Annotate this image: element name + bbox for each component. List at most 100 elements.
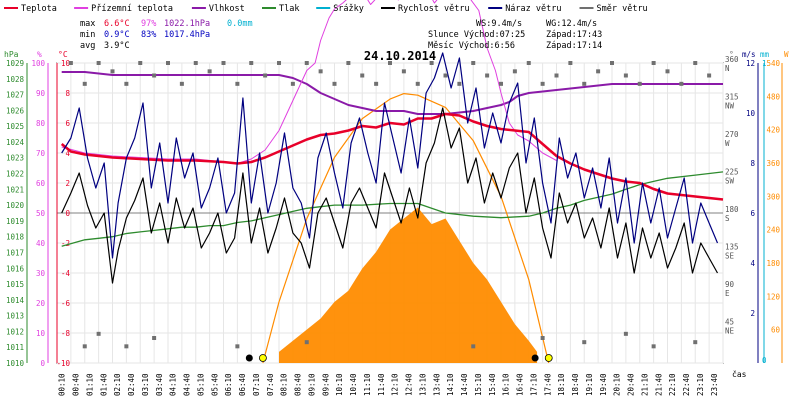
stat-min-press: 1017.4hPa: [164, 30, 210, 40]
hpa-tick-label: 1013: [6, 312, 24, 321]
dir-tick-degrees: 360: [725, 55, 739, 64]
x-tick-label: 01:40: [99, 373, 108, 396]
wind-direction-marker: [82, 344, 87, 349]
w-tick-label: 360: [766, 159, 780, 168]
w-tick-label: 420: [766, 126, 780, 135]
hpa-tick-label: 1026: [6, 106, 25, 115]
x-tick-label: 06:10: [224, 373, 233, 396]
wind-direction-marker: [540, 81, 545, 86]
wind-direction-marker: [582, 340, 587, 345]
wind-direction-marker: [693, 61, 698, 65]
wind-direction-marker: [318, 69, 323, 74]
wind-direction-marker: [374, 81, 379, 86]
hpa-tick-label: 1027: [6, 91, 24, 100]
wind-direction-marker: [610, 61, 614, 65]
wind-direction-marker: [582, 81, 587, 86]
wind-direction-marker: [304, 340, 309, 345]
stat-avg-label: avg: [80, 41, 95, 51]
dir-tick-degrees: 315: [725, 93, 739, 102]
temp-tick-label: 0: [65, 209, 70, 218]
x-tick-label: 05:10: [196, 373, 205, 396]
x-tick-label: 04:40: [183, 373, 192, 396]
stat-min-temp: 0.9°C: [104, 30, 130, 40]
mm-tick-label: 1: [762, 59, 767, 68]
wind-direction-marker: [152, 336, 157, 340]
hpa-tick-label: 1018: [6, 233, 25, 242]
wind-direction-marker: [235, 344, 240, 349]
x-tick-label: 20:40: [627, 373, 636, 396]
legend: Teplota Přízemní teplota Vlhkost Tlak Srážky…: [4, 4, 648, 14]
pct-tick-label: 100: [31, 59, 45, 68]
x-tick-label: 04:10: [169, 373, 178, 396]
temp-tick-label: -10: [56, 359, 70, 368]
w-tick-label: 180: [766, 259, 780, 268]
wind-direction-marker: [415, 81, 420, 86]
ms-axis-unit: m/s: [742, 50, 756, 59]
x-tick-label: 23:10: [696, 373, 705, 396]
hpa-tick-label: 1016: [6, 264, 25, 273]
dir-tick-degrees: 180: [725, 205, 739, 214]
dir-tick-degrees: 45: [725, 318, 734, 327]
wind-direction-marker: [693, 340, 698, 345]
moonrise-marker: [245, 354, 253, 362]
ms-tick-label: 8: [750, 159, 755, 168]
hpa-tick-label: 1023: [6, 154, 24, 163]
x-tick-label: 15:40: [488, 373, 497, 396]
hpa-tick-label: 1010: [6, 359, 25, 368]
pct-tick-label: 70: [36, 149, 46, 158]
hpa-tick-label: 1020: [6, 201, 25, 210]
wind-direction-marker: [332, 81, 337, 86]
wind-direction-marker: [360, 73, 365, 78]
hpa-tick-label: 1024: [6, 138, 25, 147]
x-tick-label: 03:10: [141, 373, 150, 396]
wind-direction-marker: [152, 73, 157, 78]
stat-max-hum: 97%: [141, 19, 156, 29]
w-tick-label: 300: [766, 192, 780, 201]
legend-label: Přízemní teplota: [91, 4, 173, 14]
x-tick-label: 17:40: [543, 373, 552, 396]
x-tick-label: 18:10: [557, 373, 566, 396]
chart-title: 24.10.2014: [364, 49, 436, 63]
series-humidity: [61, 71, 723, 115]
hpa-tick-label: 1014: [6, 296, 25, 305]
dir-tick-degrees: 225: [725, 168, 739, 177]
dir-tick-degrees: 135: [725, 243, 739, 252]
hpa-tick-label: 1029: [6, 59, 24, 68]
hpa-tick-label: 1012: [6, 327, 24, 336]
wind-direction-marker: [623, 73, 628, 78]
wind-direction-marker: [277, 61, 281, 65]
ms-tick-label: 12: [746, 59, 755, 68]
x-tick-label: 23:40: [710, 373, 719, 396]
x-tick-label: 21:40: [654, 373, 663, 396]
x-axis-label: čas: [732, 369, 747, 379]
x-tick-label: 02:40: [127, 373, 136, 396]
sunset-marker: [544, 354, 553, 362]
wind-direction-marker: [401, 69, 406, 74]
x-tick-label: 01:10: [85, 373, 94, 396]
stat-max-temp: 6.6°C: [104, 19, 130, 29]
stat-max-label: max: [80, 19, 95, 29]
wind-direction-marker: [304, 61, 309, 65]
temp-tick-label: -8: [61, 329, 71, 338]
hpa-axis-unit: hPa: [4, 50, 19, 59]
wind-direction-marker: [110, 69, 115, 74]
wind-direction-marker: [679, 81, 684, 86]
legend-label: Teplota: [21, 4, 57, 14]
x-tick-label: 08:40: [294, 373, 303, 396]
wind-direction-marker: [637, 81, 642, 86]
x-tick-label: 09:10: [307, 373, 316, 396]
info-moon: Měsíc Východ:6:56: [428, 41, 515, 51]
dir-tick-label: N: [725, 64, 730, 73]
wind-direction-marker: [235, 81, 240, 86]
hpa-tick-label: 1015: [6, 280, 24, 289]
info-moon-set: Západ:17:14: [546, 41, 602, 51]
info-wg: WG:12.4m/s: [546, 19, 597, 29]
dir-tick-label: SE: [725, 252, 735, 261]
legend-label: Vlhkost: [209, 4, 245, 14]
info-sun-set: Západ:17:43: [546, 30, 602, 40]
temp-tick-label: 2: [65, 179, 70, 188]
wind-direction-marker: [526, 61, 531, 65]
x-tick-label: 00:40: [72, 373, 81, 396]
wind-direction-marker: [193, 61, 198, 65]
